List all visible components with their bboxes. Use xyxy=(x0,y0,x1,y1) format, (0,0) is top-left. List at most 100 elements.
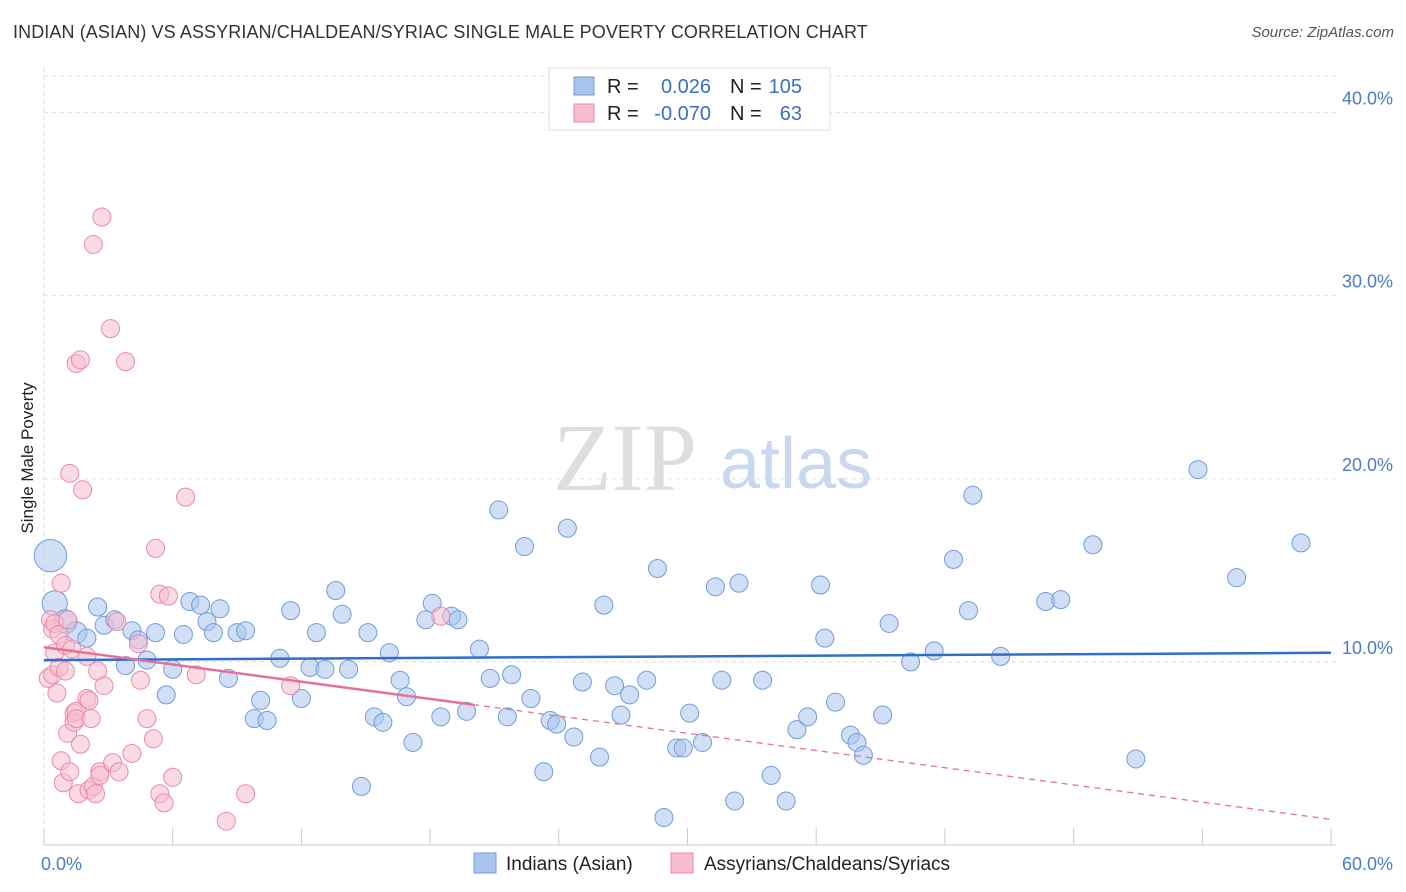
data-point-assyrians xyxy=(92,207,112,227)
data-point-assyrians xyxy=(60,762,80,782)
data-point-assyrians xyxy=(176,487,196,507)
data-point-assyrians xyxy=(47,683,67,703)
data-point-indians xyxy=(1126,749,1146,769)
data-point-indians xyxy=(547,714,567,734)
data-point-indians xyxy=(218,668,238,688)
data-point-indians xyxy=(1051,590,1071,610)
data-point-assyrians xyxy=(128,634,148,654)
trend-line-assyrians-dashed xyxy=(472,703,1332,821)
data-point-indians xyxy=(611,705,631,725)
data-point-assyrians xyxy=(60,463,80,483)
data-point-indians xyxy=(729,573,749,593)
data-point-assyrians xyxy=(94,676,114,696)
data-point-indians xyxy=(457,701,477,721)
x-tick-labels: 0.0% 60.0% xyxy=(41,854,1393,874)
data-point-indians xyxy=(514,537,534,557)
legend-r-value-2: -0.070 xyxy=(654,103,711,125)
data-point-indians xyxy=(712,670,732,690)
data-point-indians xyxy=(251,690,271,710)
data-point-indians xyxy=(431,707,451,727)
data-point-assyrians xyxy=(100,319,120,339)
data-point-indians xyxy=(693,732,713,752)
data-point-indians xyxy=(1291,533,1311,553)
legend-n-label-1: N = xyxy=(730,76,762,98)
data-point-indians xyxy=(390,670,410,690)
series-legend: Indians (Asian) Assyrians/Chaldeans/Syri… xyxy=(473,852,950,875)
x-tick-label: 0.0% xyxy=(41,854,82,874)
y-tick-label: 30.0% xyxy=(1342,272,1393,292)
data-point-indians xyxy=(332,604,352,624)
data-point-assyrians xyxy=(81,709,101,729)
watermark-zip: ZIP xyxy=(553,404,697,511)
data-point-indians xyxy=(963,485,983,505)
data-point-assyrians xyxy=(236,784,256,804)
data-point-indians xyxy=(521,689,541,709)
data-point-assyrians xyxy=(137,709,157,729)
data-point-indians xyxy=(156,685,176,705)
data-point-assyrians xyxy=(216,811,236,831)
data-point-indians xyxy=(991,646,1011,666)
data-point-indians xyxy=(281,601,301,621)
watermark: ZIP atlas xyxy=(553,404,872,511)
data-point-indians xyxy=(489,500,509,520)
data-point-indians xyxy=(116,656,136,676)
data-point-assyrians xyxy=(70,734,90,754)
data-point-indians xyxy=(958,601,978,621)
data-point-indians xyxy=(1227,568,1247,588)
legend-n-value-1: 105 xyxy=(769,76,802,98)
data-point-indians xyxy=(315,659,335,679)
data-point-indians xyxy=(1188,460,1208,480)
data-point-indians xyxy=(33,539,68,573)
series-assyrians-points xyxy=(38,207,451,831)
bottom-legend-swatch-assyrians xyxy=(670,852,694,874)
data-point-indians xyxy=(810,575,830,595)
data-point-assyrians xyxy=(73,480,93,500)
data-point-indians xyxy=(879,613,899,633)
data-point-indians xyxy=(191,595,211,615)
data-point-indians xyxy=(502,665,522,685)
data-point-indians xyxy=(873,705,893,725)
bottom-legend-swatch-indians xyxy=(473,852,497,874)
data-point-indians xyxy=(448,610,468,630)
data-point-indians xyxy=(590,747,610,767)
data-point-assyrians xyxy=(83,234,103,254)
data-point-assyrians xyxy=(51,573,71,593)
y-tick-label: 40.0% xyxy=(1342,89,1393,109)
x-tick-label: 60.0% xyxy=(1342,854,1393,874)
data-point-indians xyxy=(654,808,674,828)
data-point-assyrians xyxy=(90,765,110,785)
correlation-legend: R = 0.026 N = 105 R = -0.070 N = 63 xyxy=(548,67,831,131)
data-point-indians xyxy=(637,670,657,690)
data-point-indians xyxy=(564,727,584,747)
data-point-indians xyxy=(358,623,378,643)
data-point-indians xyxy=(673,738,693,758)
data-point-indians xyxy=(705,577,725,597)
data-point-indians xyxy=(326,580,346,600)
y-tick-labels: 10.0% 20.0% 30.0% 40.0% xyxy=(1342,89,1393,658)
gridlines xyxy=(43,68,1336,845)
trend-lines xyxy=(43,646,1332,821)
data-point-indians xyxy=(620,685,640,705)
data-point-indians xyxy=(572,672,592,692)
data-point-indians xyxy=(77,628,97,648)
data-point-indians xyxy=(203,623,223,643)
series-indians-points xyxy=(33,460,1311,828)
data-point-indians xyxy=(480,668,500,688)
data-point-indians xyxy=(753,670,773,690)
data-point-assyrians xyxy=(131,670,151,690)
data-point-indians xyxy=(403,732,423,752)
data-point-indians xyxy=(291,689,311,709)
y-tick-label: 10.0% xyxy=(1342,638,1393,658)
legend-swatch-indians xyxy=(573,76,595,96)
data-point-assyrians xyxy=(146,538,166,558)
legend-box xyxy=(548,67,831,131)
legend-n-value-2: 63 xyxy=(780,103,802,125)
trend-line-indians xyxy=(43,651,1332,662)
data-point-assyrians xyxy=(109,762,129,782)
data-point-assyrians xyxy=(70,350,90,370)
chart-title: INDIAN (ASIAN) VS ASSYRIAN/CHALDEAN/SYRI… xyxy=(13,22,868,42)
data-point-indians xyxy=(210,599,230,619)
data-point-assyrians xyxy=(163,767,183,787)
data-point-assyrians xyxy=(55,661,75,681)
